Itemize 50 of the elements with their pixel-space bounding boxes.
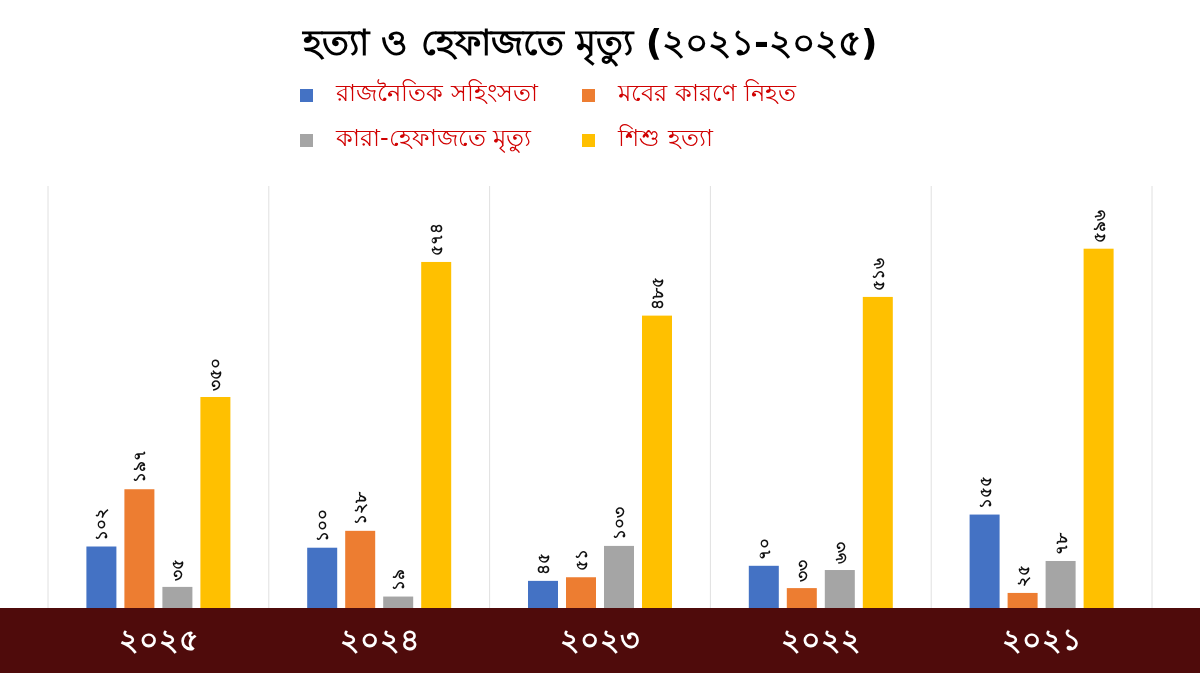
bar [1007,592,1038,608]
bar [642,315,672,608]
data-label: ৭০ [753,537,774,560]
bar [383,596,414,608]
x-tick-label: ২০২৩ [560,622,640,657]
legend-label: মবের কারণে নিহত [617,79,798,107]
legend-label: শিশু হত্যা [617,124,714,152]
bar [200,397,231,608]
chart-title: হত্যা ও হেফাজতে মৃত্যু (২০২১-২০২৫) [300,22,878,67]
data-label: ৫৭৪ [426,222,447,256]
data-label: ৩৩ [791,560,812,583]
bar [969,514,1000,608]
legend-label: রাজনৈতিক সহিংসতা [335,79,539,107]
bar [862,296,893,608]
data-label: ২৫ [1012,564,1033,587]
data-label: ৫১ [571,549,591,572]
data-label: ১২৮ [350,490,371,525]
data-label: ১৫৫ [974,475,995,509]
data-label: ১০৩ [609,506,629,540]
bar [1083,248,1114,608]
bar [345,530,376,608]
bar [421,261,452,608]
data-label: ১৯৭ [129,450,150,484]
bar [528,580,558,608]
bar [786,588,817,608]
data-label: ১০০ [312,508,333,542]
data-label: ৩৫ [167,558,188,581]
bar [566,577,596,608]
bar [124,489,155,608]
x-tick-label: ২০২২ [780,622,861,657]
legend-label: কারা-হেফাজতে মৃত্যু [335,124,533,153]
bar [86,546,117,608]
bar [1045,560,1076,608]
data-label: ৪৫ [533,552,553,575]
data-label: ১০২ [91,507,112,541]
data-label: ৬৩ [829,542,850,565]
bar [748,565,779,608]
x-tick-label: ২০২৪ [339,622,419,657]
data-label: ৪৮৫ [647,276,667,310]
bar [162,586,193,608]
data-label: ৫৯৬ [1088,209,1109,243]
x-tick-label: ২০২৫ [118,622,198,657]
bar [604,545,634,608]
x-tick-label: ২০২১ [1002,622,1082,657]
data-label: ৭৮ [1050,531,1071,555]
data-label: ১৯ [388,568,409,591]
bar [307,547,338,608]
bar [824,570,855,608]
data-label: ৫১৬ [867,257,888,291]
data-label: ৩৫০ [205,358,226,391]
